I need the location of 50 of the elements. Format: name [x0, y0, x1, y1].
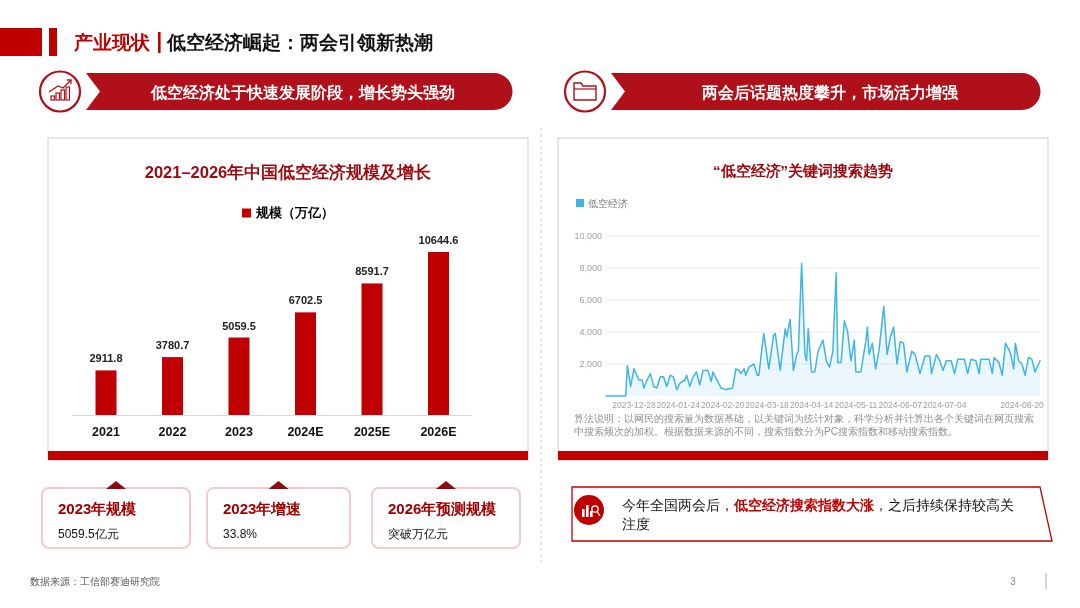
x-tick-label: 2021: [92, 425, 120, 439]
bar: [295, 312, 316, 415]
bar: [162, 357, 183, 415]
data-label: 10644.6: [418, 234, 459, 246]
text: 2026年预测规模: [388, 499, 498, 517]
data-label: 5059.5: [222, 319, 256, 332]
text: 突破万亿元: [388, 527, 448, 541]
text: 5059.5亿元: [58, 527, 119, 541]
text: 今年全国两会后，低空经济搜索指数大涨，之后持续保持较高关注度: [622, 497, 1014, 532]
chart-title: “低空经济”关键词搜索趋势: [713, 161, 893, 179]
y-tick-label: 10,000: [574, 231, 602, 241]
x-tick-label: 2024-01-24: [656, 400, 701, 410]
x-tick-label: 2025E: [353, 425, 391, 439]
bar: [428, 252, 449, 415]
chart-title: 2021–2026年中国低空经济规模及增长: [144, 163, 433, 182]
text: 低空经济崛起：两会引领新热潮: [166, 31, 433, 53]
data-label: 6702.5: [288, 294, 323, 307]
legend-label: 低空经济: [588, 197, 628, 209]
y-tick-label: 2,000: [579, 359, 602, 369]
data-label: 2911.8: [89, 352, 123, 365]
text: 2023年增速: [223, 499, 303, 517]
text: 3: [1010, 575, 1017, 587]
bar: [361, 283, 383, 415]
text: 算法说明：以网民的搜索量为数据基础，以关键词为统计对象，科学分析并计算出各个关键词在网页搜索中搜索频次的加权。根据数据来源的不同，搜索指数分为PC搜索指数和移动搜索指数。: [574, 412, 1034, 437]
bar: [95, 370, 117, 415]
text: 33.8%: [223, 527, 258, 541]
text: 低空经济处于快速发展阶段，增长势头强劲: [150, 83, 455, 101]
x-tick-label: 2024-04-14: [789, 400, 834, 410]
x-tick-label: 2024-02-20: [700, 400, 745, 410]
text: 2023年规模: [58, 499, 138, 517]
y-tick-label: 4,000: [579, 327, 602, 337]
x-tick-label: 2024-06-07: [878, 400, 923, 410]
data-label: 8591.7: [355, 265, 389, 278]
legend-label: 规模（万亿）: [255, 206, 334, 220]
text: 产业现状: [73, 31, 151, 53]
x-tick-label: 2024-05-11: [834, 400, 878, 410]
y-tick-label: 8,000: [579, 263, 602, 273]
x-tick-label: 2024E: [287, 425, 324, 439]
source-note: 数据来源：工信部赛迪研究院: [30, 575, 160, 587]
bar: [228, 337, 250, 415]
x-tick-label: 2022: [158, 425, 187, 439]
x-tick-label: 2023: [225, 425, 253, 439]
x-tick-label: 2026E: [420, 425, 457, 439]
data-label: 3780.7: [155, 339, 190, 352]
x-tick-label: 2023-12-28: [612, 400, 656, 410]
y-tick-label: 6,000: [579, 295, 602, 305]
x-tick-label: 2024-08-20: [1000, 400, 1044, 410]
x-tick-label: 2024-07-04: [922, 400, 967, 410]
text: 两会后话题热度攀升，市场活力增强: [700, 82, 959, 102]
x-tick-label: 2024-03-18: [745, 400, 790, 410]
